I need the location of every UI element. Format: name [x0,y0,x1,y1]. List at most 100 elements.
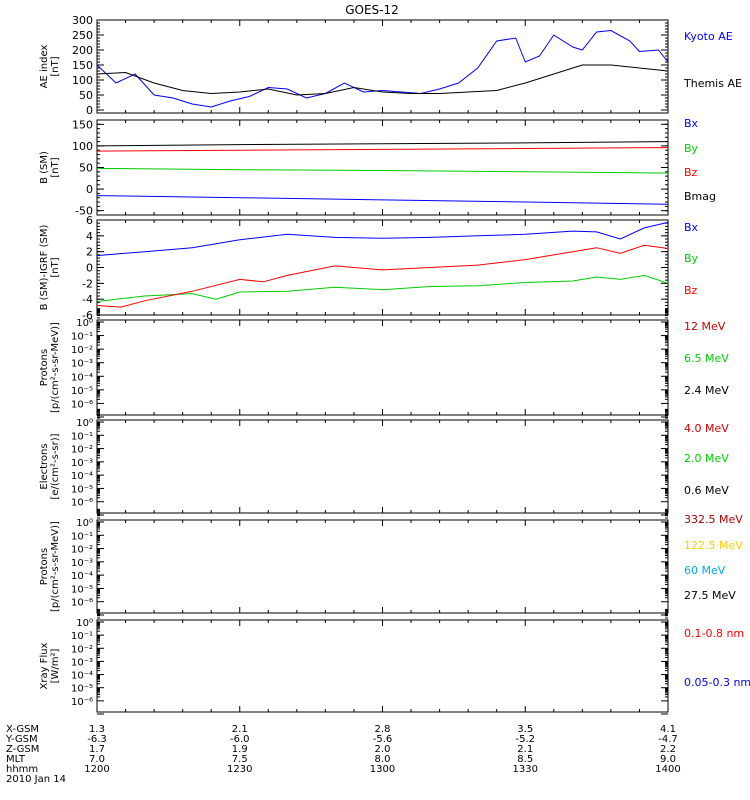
legend-122-5-mev: 122.5 MeV [684,539,743,552]
legend-bx: Bx [684,117,699,130]
legend-60-mev: 60 MeV [684,564,726,577]
footer-value: -5.2 [515,734,535,745]
legend-12-mev: 12 MeV [684,320,726,333]
footer-row-label: 2010 Jan 14 [6,774,66,785]
y-tick-label: 10⁻⁵ [71,684,93,695]
footer-value: 2.1 [232,724,248,735]
y-tick-label: 4 [86,230,93,243]
y-tick-label: 50 [79,162,93,175]
y-tick-label: 0 [86,183,93,196]
y-tick-label: 10⁻⁶ [71,697,93,708]
y-tick-label: 10⁻⁴ [71,471,93,482]
footer-value: 1.7 [89,744,105,755]
legend-0-05-0-3-nm: 0.05-0.3 nm [684,676,750,689]
footer-row-label: Y-GSM [5,734,38,745]
y-tick-label: 10⁻³ [71,458,93,469]
y-tick-label: 10⁻⁵ [71,484,93,495]
legend-2-0-mev: 2.0 MeV [684,452,729,465]
series-line-bx [96,221,669,257]
series-line-bz [96,147,669,152]
y-axis-label: Protons [39,548,50,585]
y-tick-label: 10⁻⁴ [71,671,93,682]
legend-0-6-mev: 0.6 MeV [684,484,729,497]
footer-value: 9.0 [660,754,676,765]
y-axis-label: Protons [39,349,50,386]
y-tick-label: -6 [82,309,93,322]
panel-frame [96,419,669,514]
footer-value: -6.3 [87,734,107,745]
y-tick-label: 10⁰ [76,318,93,329]
y-tick-label: 200 [72,44,93,57]
y-axis-label: [p/(cm²-s-sr-MeV)] [50,322,61,413]
footer-value: 1300 [370,764,395,775]
y-tick-label: -50 [75,205,93,218]
y-tick-label: 50 [79,89,93,102]
y-tick-label: 0 [86,104,93,117]
series-line-kyoto-ae [96,29,669,108]
y-tick-label: 10⁻⁶ [71,399,93,410]
y-tick-label: 100 [72,74,93,87]
footer-row-label: Z-GSM [6,744,39,755]
footer-value: 7.0 [89,754,105,765]
y-axis-label: [nT] [50,157,61,177]
y-axis-label: Electrons [39,443,50,489]
footer-value: 1200 [84,764,109,775]
y-axis-label: [e/(cm²-s-sr)] [50,433,61,499]
y-axis-label: [nT] [50,257,61,277]
legend-bz: Bz [684,166,698,179]
panel-frame [96,119,669,216]
legend-4-0-mev: 4.0 MeV [684,422,729,435]
y-tick-label: 10⁻⁴ [71,372,93,383]
y-tick-label: 150 [72,118,93,131]
footer-value: -6.0 [230,734,250,745]
series-line-by [96,274,669,302]
footer-value: 1400 [655,764,680,775]
legend-bx: Bx [684,221,699,234]
y-tick-label: 0 [86,262,93,275]
footer-value: 3.5 [517,724,533,735]
footer-value: 1330 [513,764,538,775]
y-tick-label: 10⁻⁵ [71,584,93,595]
y-tick-label: 10⁻³ [71,657,93,668]
footer-value: 2.1 [517,744,533,755]
y-axis-label: [p/(cm²-s-sr-MeV)] [50,521,61,612]
footer-value: 2.8 [375,724,391,735]
footer-value: 1.3 [89,724,105,735]
footer-value: 4.1 [660,724,676,735]
y-tick-label: 10⁻⁶ [71,598,93,609]
legend-by: By [684,252,699,265]
legend-kyoto-ae: Kyoto AE [684,30,733,43]
legend-bmag: Bmag [684,190,716,203]
footer-value: 1230 [227,764,252,775]
panel-1: 0 50 100 150 200 250 300 AE index [nT] Kyoto AE Th… [39,14,742,117]
series-line-bx [96,195,669,205]
y-tick-label: 10⁰ [76,618,93,629]
y-axis-label: Xray Flux [39,642,50,689]
y-tick-label: 10⁻² [71,545,93,556]
panel-4: 10⁰ 10⁻¹ 10⁻² 10⁻³ 10⁻⁴ 10⁻⁵ 10⁻⁶ Protons [p/(cm… [39,308,729,418]
panel-2: -50 0 50 100 150 B (SM) [nT] Bx By Bz Bmag [39,117,716,218]
figure-title: GOES-12 [345,3,399,17]
y-tick-label: 10⁻¹ [71,631,93,642]
y-tick-label: 150 [72,59,93,72]
footer-value: 7.5 [232,754,248,765]
series-line-bmag [96,141,669,147]
y-tick-label: 10⁻³ [71,558,93,569]
legend-0-1-0-8-nm: 0.1-0.8 nm [684,627,744,640]
legend-332-5-mev: 332.5 MeV [684,513,743,526]
footer-value: 2.2 [660,744,676,755]
y-tick-label: 2 [86,246,93,259]
series-line-by [96,167,669,174]
y-tick-label: 10⁻⁴ [71,571,93,582]
y-axis-label: AE index [39,45,50,89]
legend-themis-ae: Themis AE [683,77,742,90]
footer-value: 8.5 [517,754,533,765]
y-tick-label: 10⁻⁵ [71,386,93,397]
y-tick-label: 10⁻² [71,644,93,655]
footer-value: 2.0 [375,744,391,755]
panel-frame [96,619,669,713]
footer-row-label: MLT [6,754,26,765]
footer-value: 1.9 [232,744,248,755]
